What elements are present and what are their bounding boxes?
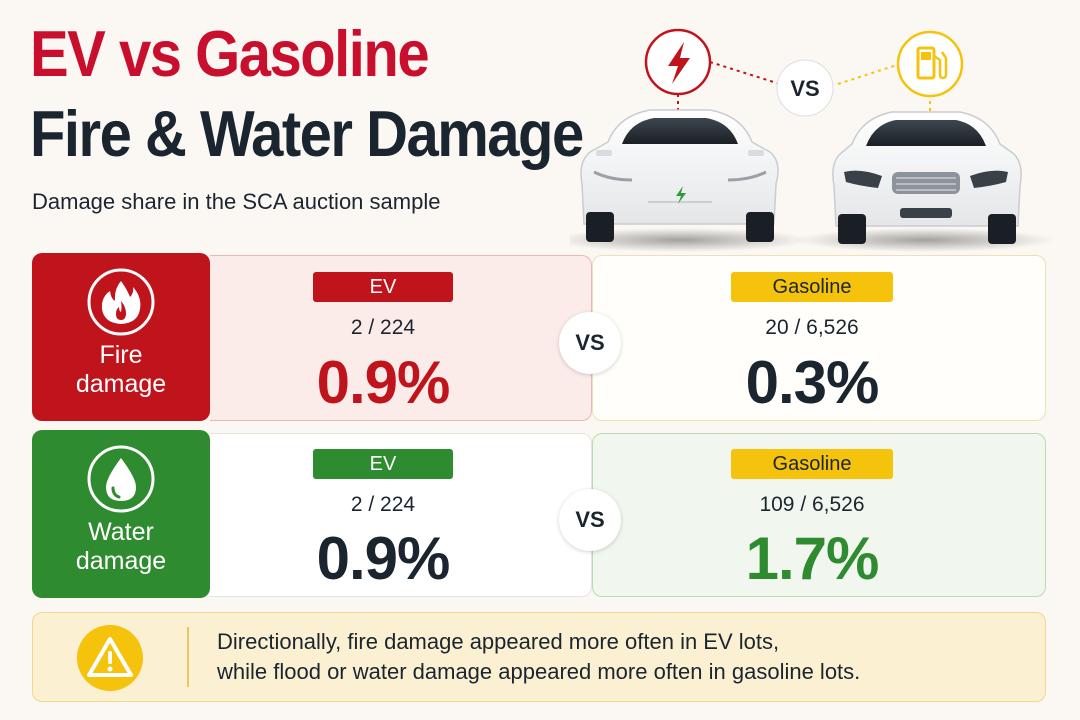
note-divider xyxy=(187,627,189,687)
fire-damage-label: Fire damage xyxy=(32,253,210,421)
water-damage-label: Water damage xyxy=(32,430,210,598)
water-gasoline-count: 109 / 6,526 xyxy=(759,493,865,516)
water-drop-icon xyxy=(87,445,155,513)
note-line-2: while flood or water damage appeared mor… xyxy=(217,659,861,684)
water-ev-tag: EV xyxy=(313,449,453,479)
water-gasoline-tag: Gasoline xyxy=(731,449,893,479)
warning-icon xyxy=(77,625,143,691)
fuel-pump-icon xyxy=(896,30,964,98)
ev-car-illustration xyxy=(580,109,779,242)
fire-ev-tag: EV xyxy=(313,272,453,302)
summary-note: Directionally, fire damage appeared more… xyxy=(32,612,1046,702)
fire-gasoline-tag: Gasoline xyxy=(731,272,893,302)
hero-vs-badge: VS xyxy=(776,59,834,117)
lightning-bolt-icon xyxy=(644,28,712,96)
flame-icon xyxy=(87,268,155,336)
gasoline-car-illustration xyxy=(832,111,1022,244)
note-line-1: Directionally, fire damage appeared more… xyxy=(217,629,780,654)
hero-cars-illustration: VS xyxy=(570,28,1055,252)
title-line-2: Fire & Water Damage xyxy=(30,97,584,171)
fire-gasoline-count: 20 / 6,526 xyxy=(765,316,859,339)
subtitle: Damage share in the SCA auction sample xyxy=(32,189,441,214)
title-line-1: EV vs Gasoline xyxy=(30,17,430,91)
hero-vs-text: VS xyxy=(790,76,819,101)
water-damage-text: Water damage xyxy=(75,518,167,575)
connector-lines xyxy=(677,61,931,124)
fire-damage-text: Fire damage xyxy=(75,341,167,398)
fire-vs-badge: VS xyxy=(559,312,621,374)
water-vs-badge: VS xyxy=(559,489,621,551)
note-text: Directionally, fire damage appeared more… xyxy=(217,627,1017,687)
fire-gasoline-percent: 0.3% xyxy=(745,349,880,416)
water-gasoline-percent: 1.7% xyxy=(745,525,880,592)
fire-ev-count: 2 / 224 xyxy=(350,316,416,339)
water-ev-percent: 0.9% xyxy=(316,525,451,592)
water-ev-count: 2 / 224 xyxy=(350,493,416,516)
fire-ev-percent: 0.9% xyxy=(316,349,451,416)
